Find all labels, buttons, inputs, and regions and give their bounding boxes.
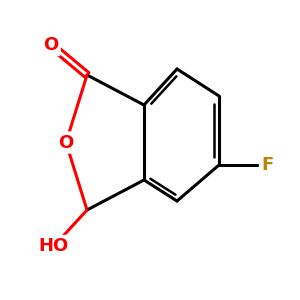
Text: O: O bbox=[44, 36, 59, 54]
Text: HO: HO bbox=[39, 237, 69, 255]
Text: F: F bbox=[261, 156, 273, 174]
Text: O: O bbox=[58, 134, 74, 152]
